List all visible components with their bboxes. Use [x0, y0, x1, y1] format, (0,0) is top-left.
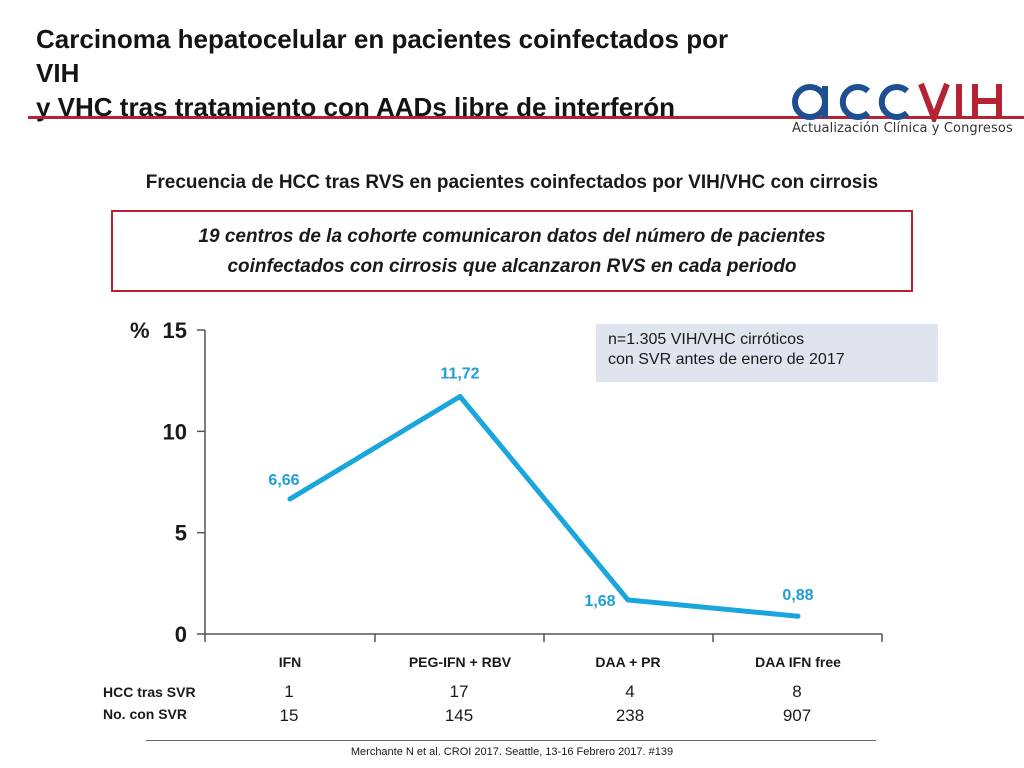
- note-line-2: coinfectados con cirrosis que alcanzaron…: [227, 256, 797, 277]
- table-cell: 15: [279, 706, 299, 725]
- x-category-label: DAA IFN free: [755, 654, 841, 670]
- row-label-hcc: HCC tras SVR: [103, 684, 196, 700]
- y-tick-label: 10: [163, 419, 187, 444]
- data-point: [457, 393, 463, 399]
- table-bottom-rule: [146, 740, 876, 741]
- data-label: 1,68: [584, 593, 615, 610]
- table-cell: 8: [792, 682, 802, 701]
- logo-subtitle: Actualización Clínica y Congresos: [792, 121, 1013, 136]
- data-point: [625, 597, 631, 603]
- y-tick-label: 0: [175, 622, 187, 647]
- x-category-label: PEG-IFN + RBV: [409, 654, 512, 670]
- data-label: 11,72: [440, 365, 479, 382]
- y-tick-label: 5: [175, 521, 187, 546]
- title-line-1: Carcinoma hepatocelular en pacientes coi…: [36, 24, 729, 88]
- data-point: [287, 496, 293, 502]
- table-cell: 145: [444, 706, 474, 725]
- x-category-label: DAA + PR: [595, 654, 660, 670]
- note-line-1: 19 centros de la cohorte comunicaron dat…: [198, 226, 826, 247]
- data-label: 6,66: [268, 472, 299, 489]
- x-category-label: IFN: [279, 654, 302, 670]
- table-cell: 17: [449, 682, 469, 701]
- table-cell: 238: [615, 706, 645, 725]
- info-box: n=1.305 VIH/VHC cirróticos con SVR antes…: [596, 324, 938, 382]
- note-box: 19 centros de la cohorte comunicaron dat…: [111, 210, 913, 292]
- chart-subtitle: Frecuencia de HCC tras RVS en pacientes …: [145, 172, 879, 193]
- acc-vih-logo: Actualización Clínica y Congresos: [786, 78, 1016, 144]
- series-line: [287, 394, 801, 619]
- table-cell: 1: [284, 682, 294, 701]
- row-label-svr: No. con SVR: [103, 706, 188, 722]
- table-cell: 907: [782, 706, 812, 725]
- info-line-1: n=1.305 VIH/VHC cirróticos: [608, 331, 805, 348]
- y-axis-unit-label: %: [130, 318, 150, 343]
- source-citation: Merchante N et al. CROI 2017. Seattle, 1…: [350, 746, 674, 758]
- y-tick-label: 15: [163, 318, 187, 343]
- data-label: 0,88: [782, 587, 813, 604]
- table-cell: 4: [625, 682, 635, 701]
- title-divider: [28, 116, 1024, 119]
- data-point: [795, 613, 801, 619]
- info-line-2: con SVR antes de enero de 2017: [608, 351, 845, 368]
